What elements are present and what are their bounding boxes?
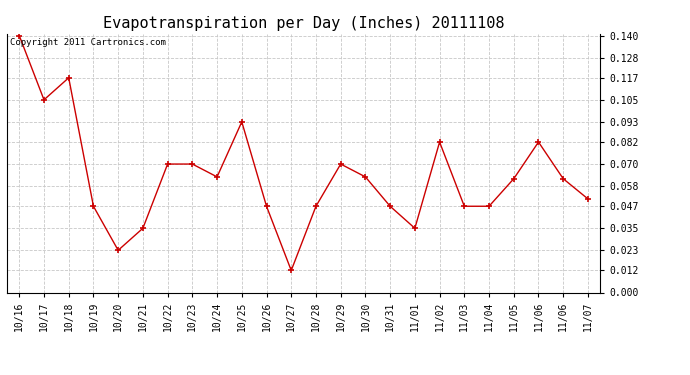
Title: Evapotranspiration per Day (Inches) 20111108: Evapotranspiration per Day (Inches) 2011… (103, 16, 504, 31)
Text: Copyright 2011 Cartronics.com: Copyright 2011 Cartronics.com (10, 38, 166, 46)
